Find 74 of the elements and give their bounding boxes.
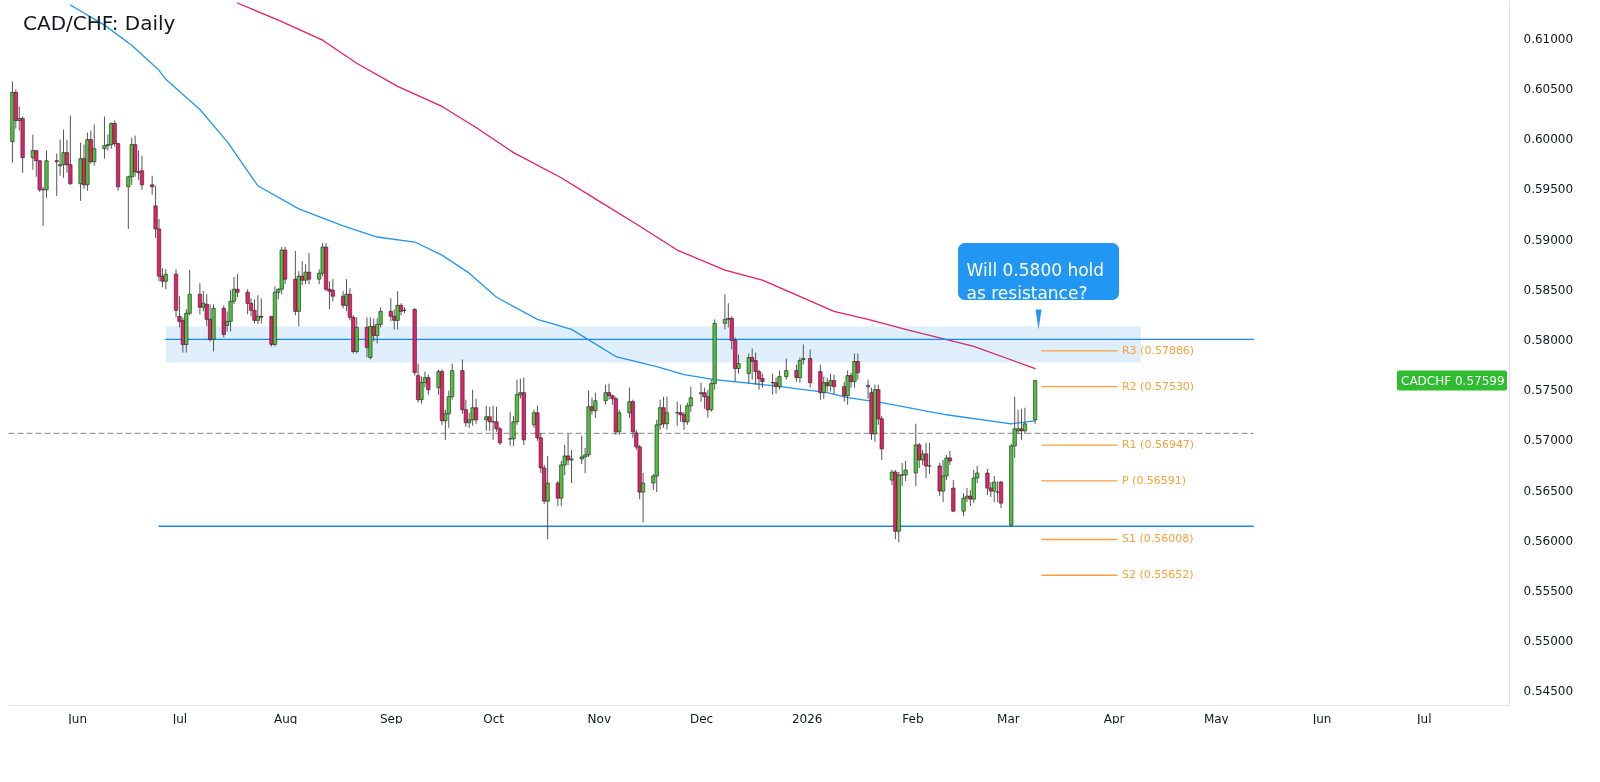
candlestick bbox=[818, 364, 823, 401]
y-tick-label: 0.56500 bbox=[1523, 483, 1574, 498]
series-label: S2 (0.55652) bbox=[1121, 568, 1194, 582]
candlestick bbox=[845, 370, 850, 406]
x-tick-label: Mar bbox=[997, 711, 1020, 726]
candlestick bbox=[603, 384, 608, 406]
x-tick-label: Jul bbox=[1416, 711, 1432, 726]
candlestick bbox=[784, 358, 789, 381]
candlestick bbox=[163, 268, 168, 290]
series-label: R2 (0.57530) bbox=[1121, 379, 1195, 393]
candlestick bbox=[92, 124, 97, 167]
candlestick bbox=[255, 294, 260, 325]
candlestick bbox=[855, 353, 860, 381]
x-tick-label: Oct bbox=[483, 711, 505, 726]
annotation: CADCHF 0.57599 bbox=[1401, 373, 1505, 388]
candlestick bbox=[777, 370, 782, 391]
x-tick-label: Nov bbox=[587, 711, 611, 726]
candlestick bbox=[252, 298, 257, 324]
candlestick bbox=[699, 382, 704, 403]
candlestick bbox=[852, 353, 857, 389]
series-label: R1 (0.56947) bbox=[1121, 438, 1195, 452]
candlestick bbox=[139, 155, 144, 191]
y-tick-label: 0.56000 bbox=[1523, 533, 1574, 548]
x-tick-label: Feb bbox=[902, 711, 924, 726]
candlestick bbox=[259, 297, 264, 324]
series-label: P (0.56591) bbox=[1121, 473, 1187, 487]
candlestick bbox=[961, 492, 966, 517]
candlestick bbox=[750, 347, 755, 381]
y-tick-label: 0.57000 bbox=[1523, 433, 1574, 448]
y-tick-label: 0.60500 bbox=[1523, 81, 1574, 96]
annotation: Will 0.5800 hold as resistance? bbox=[966, 260, 1105, 304]
candlestick bbox=[927, 442, 932, 475]
candlestick bbox=[508, 411, 513, 447]
candlestick bbox=[102, 116, 107, 160]
candlestick bbox=[753, 352, 758, 386]
candlestick bbox=[30, 134, 35, 171]
y-tick-label: 0.57500 bbox=[1523, 383, 1574, 398]
y-tick-label: 0.60000 bbox=[1523, 132, 1574, 147]
candlestick bbox=[419, 376, 424, 405]
candlestick bbox=[569, 449, 574, 484]
x-tick-label: Jul bbox=[171, 711, 188, 726]
y-tick-label: 0.58500 bbox=[1523, 282, 1574, 297]
candlestick bbox=[245, 288, 250, 315]
candlestick bbox=[971, 469, 976, 504]
y-tick-label: 0.55500 bbox=[1523, 584, 1574, 599]
series-label: S1 (0.56008) bbox=[1121, 532, 1194, 546]
series-label: R3 (0.57886) bbox=[1121, 343, 1195, 357]
candlestick bbox=[999, 480, 1004, 509]
y-tick-label: 0.61000 bbox=[1523, 31, 1574, 46]
candlestick bbox=[606, 383, 612, 401]
candlestick bbox=[68, 114, 73, 186]
x-tick-label: Jun bbox=[67, 711, 88, 726]
y-tick-label: 0.55000 bbox=[1523, 634, 1574, 649]
candlestick bbox=[197, 282, 202, 315]
candlestick bbox=[951, 479, 956, 513]
y-tick-label: 0.58000 bbox=[1523, 332, 1574, 347]
y-tick-label: 0.59500 bbox=[1523, 182, 1574, 197]
candlestick bbox=[474, 398, 479, 425]
candlestick bbox=[903, 460, 908, 482]
candlestick bbox=[1019, 408, 1024, 441]
candlestick bbox=[722, 293, 727, 330]
y-tick-label: 0.59000 bbox=[1523, 232, 1574, 247]
x-tick-label: Dec bbox=[689, 711, 714, 726]
candlestick bbox=[593, 392, 598, 419]
candlestick bbox=[995, 480, 1000, 503]
candlestick bbox=[306, 252, 312, 285]
y-tick-label: 0.54500 bbox=[1523, 684, 1574, 699]
candlestick bbox=[61, 129, 66, 179]
x-tick-label: Jun bbox=[1311, 711, 1332, 726]
candlestick bbox=[661, 396, 666, 429]
candlestick bbox=[235, 273, 240, 298]
x-tick-label: 2026 bbox=[791, 711, 823, 726]
candlestick bbox=[426, 374, 431, 396]
candlestick bbox=[831, 374, 837, 396]
